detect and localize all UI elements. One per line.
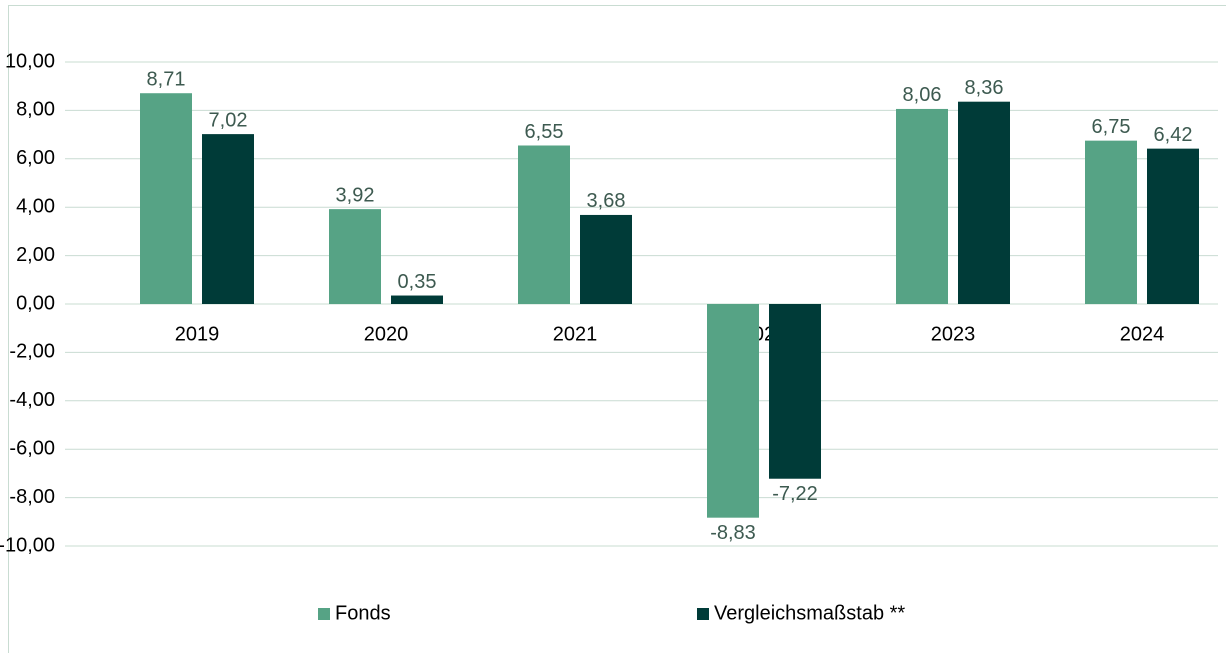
value-label: 8,36 <box>965 77 1004 99</box>
bar <box>140 93 192 304</box>
bar <box>202 134 254 304</box>
bar <box>329 209 381 304</box>
y-tick-label: 2,00 <box>16 244 55 266</box>
x-tick-label: 2023 <box>931 323 976 345</box>
value-label: 0,35 <box>398 271 437 293</box>
x-tick-label: 2021 <box>553 323 598 345</box>
bar <box>391 295 443 304</box>
value-label: 7,02 <box>209 109 248 131</box>
x-tick-label: 2020 <box>364 323 409 345</box>
legend-swatch <box>318 608 330 620</box>
bar <box>580 214 632 304</box>
y-tick-label: 10,00 <box>5 50 55 72</box>
value-label: 8,06 <box>903 84 942 106</box>
y-tick-label: 8,00 <box>16 99 55 121</box>
bar <box>1085 140 1137 304</box>
legend-swatch <box>697 608 709 620</box>
x-tick-label: 2024 <box>1120 323 1165 345</box>
value-label: 3,92 <box>336 184 375 206</box>
value-label: 6,42 <box>1154 124 1193 146</box>
legend-label: Vergleichsmaßstab ** <box>714 602 905 624</box>
bar <box>896 108 948 304</box>
value-label: 6,55 <box>525 121 564 143</box>
bar <box>958 101 1010 304</box>
value-label: 6,75 <box>1092 116 1131 138</box>
bar <box>769 304 821 479</box>
y-tick-label: 0,00 <box>16 292 55 314</box>
y-tick-label: -10,00 <box>0 534 55 556</box>
y-tick-label: -4,00 <box>9 389 55 411</box>
value-label: -8,83 <box>710 522 756 544</box>
bar <box>707 304 759 518</box>
bar <box>1147 148 1199 304</box>
value-label: 8,71 <box>147 68 186 90</box>
bar <box>518 145 570 304</box>
y-tick-label: 6,00 <box>16 147 55 169</box>
y-tick-label: -2,00 <box>9 341 55 363</box>
y-tick-label: 4,00 <box>16 195 55 217</box>
y-tick-label: -6,00 <box>9 437 55 459</box>
value-label: -7,22 <box>772 483 818 505</box>
value-label: 3,68 <box>587 190 626 212</box>
legend-label: Fonds <box>335 602 391 624</box>
y-tick-label: -8,00 <box>9 486 55 508</box>
chart-frame <box>8 5 1226 653</box>
x-tick-label: 2019 <box>175 323 220 345</box>
